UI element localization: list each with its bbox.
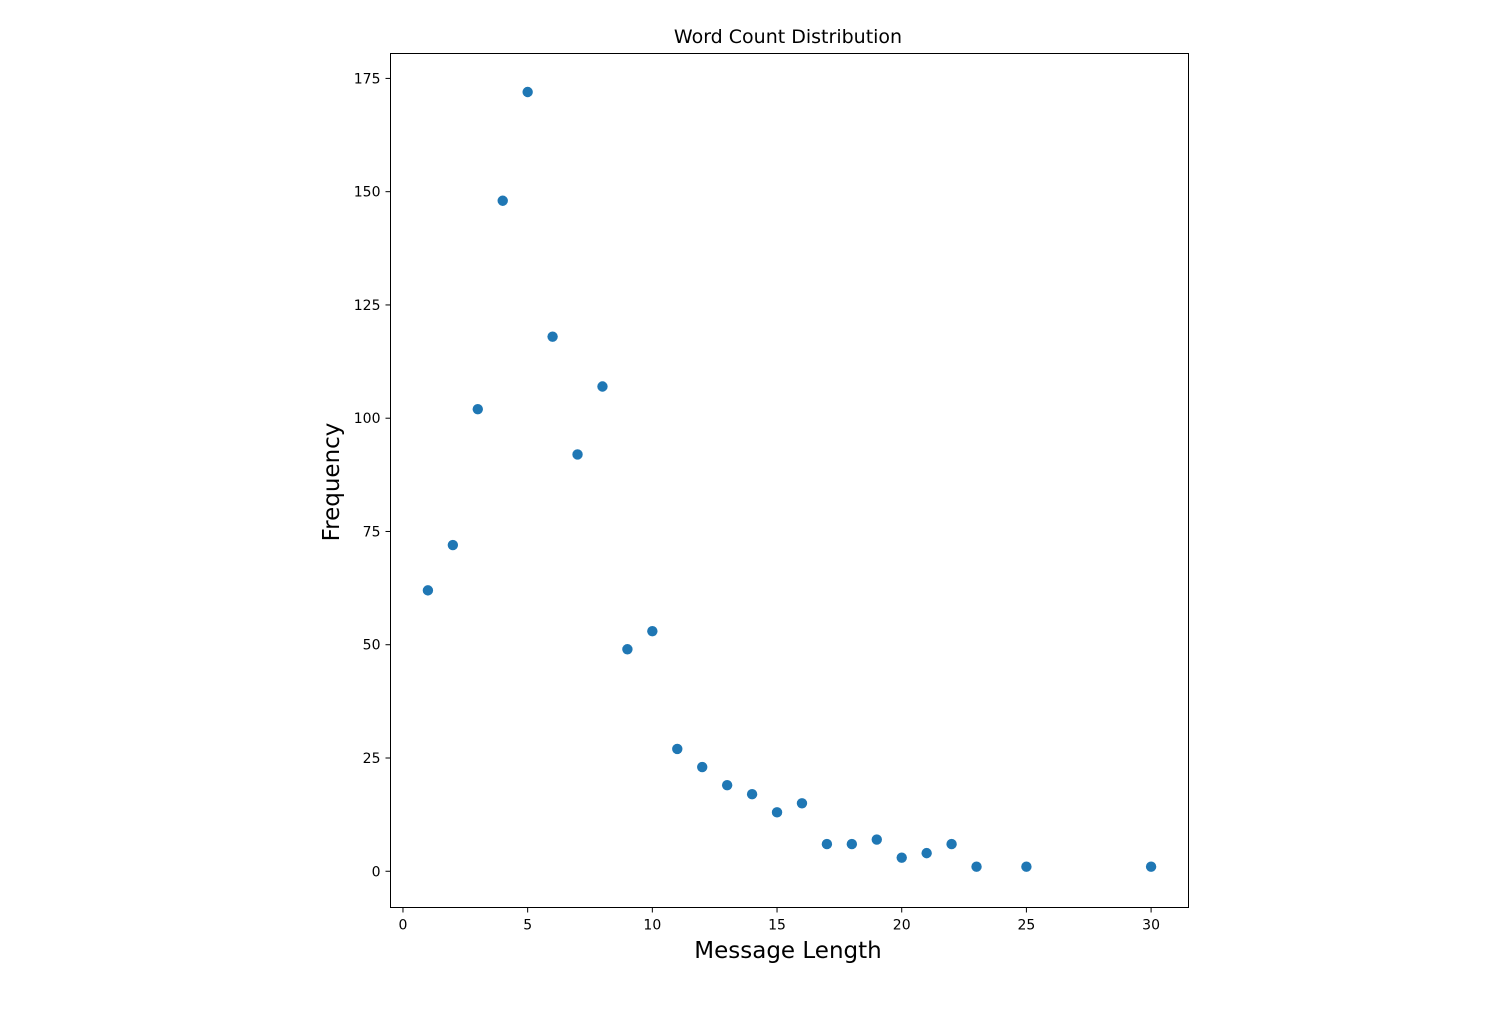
y-tick-label: 175 [354,71,381,87]
y-tick-label: 0 [372,864,381,880]
x-tick-label: 15 [768,918,786,934]
x-axis: 0 5 10 15 20 25 30 [399,907,1160,934]
x-tick-label: 10 [643,918,661,934]
data-point-22 [971,861,982,872]
data-point-4 [522,86,533,98]
x-tick-label: 20 [893,918,911,934]
x-tick-label: 25 [1017,918,1035,934]
data-point-3 [497,195,508,206]
y-tick-label: 50 [363,638,381,654]
data-point-18 [871,834,882,845]
data-point-10 [672,743,683,755]
y-tick-label: 150 [354,185,381,201]
y-tick-label: 25 [363,751,381,767]
data-point-2 [472,403,483,415]
y-tick-label: 75 [363,524,381,540]
data-point-21 [946,838,957,850]
data-point-19 [896,852,907,863]
data-point-20 [921,847,932,859]
x-tick-label: 5 [523,918,532,934]
x-axis-label: Message Length [694,938,881,964]
data-point-0 [422,585,434,596]
y-axis-label: Frequency [319,423,345,542]
x-tick-label: 0 [399,918,408,934]
data-point-9 [647,625,658,637]
y-tick-label: 100 [354,411,381,427]
data-point-6 [572,449,583,460]
data-point-13 [746,789,758,800]
data-point-14 [771,807,783,818]
x-tick-label: 30 [1142,918,1160,934]
chart-title: Word Count Distribution [674,26,902,48]
data-point-15 [796,798,808,809]
data-point-24 [1145,861,1157,872]
data-point-7 [597,381,608,392]
axes-frame [390,53,1189,908]
data-point-8 [622,644,633,655]
y-tick-label: 125 [354,298,381,314]
data-point-17 [846,838,858,850]
data-point-23 [1021,861,1032,872]
plot-area [422,86,1157,872]
y-axis: 0 25 50 75 100 125 150 175 [354,71,391,880]
data-point-16 [821,838,833,850]
data-point-12 [721,779,733,791]
data-point-5 [547,331,558,342]
data-point-11 [697,761,708,773]
data-point-1 [447,539,459,551]
